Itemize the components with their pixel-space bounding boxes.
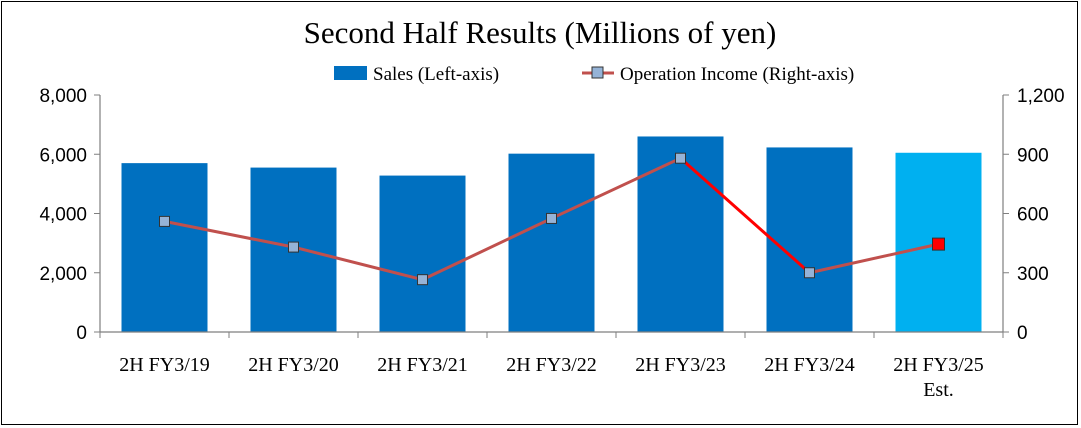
income-point — [417, 274, 428, 286]
legend-sales-swatch — [334, 66, 367, 80]
x-axis-tick-label: 2H FY3/24 — [764, 354, 855, 376]
left-axis-tick-label: 2,000 — [39, 264, 87, 285]
x-axis-tick-label: 2H FY3/21 — [377, 354, 468, 376]
income-point — [159, 215, 170, 227]
right-axis-tick-label: 1,200 — [1017, 86, 1065, 107]
left-axis-tick-label: 4,000 — [39, 205, 87, 226]
right-axis-tick-label: 600 — [1017, 205, 1049, 226]
x-axis-tick-label: 2H FY3/19 — [119, 354, 210, 376]
sales-bar — [637, 136, 724, 332]
income-line-segment — [550, 156, 682, 220]
x-axis-tick-label: 2H FY3/23 — [635, 354, 726, 376]
right-axis-tick-label: 900 — [1017, 145, 1049, 166]
sales-bar — [379, 175, 466, 332]
x-axis-tick-label: Est. — [923, 379, 954, 401]
legend-income-label: Operation Income (Right-axis) — [620, 64, 854, 85]
sales-bar — [766, 147, 853, 332]
income-line-segment — [163, 219, 295, 249]
left-axis-tick-label: 8,000 — [39, 86, 87, 107]
chart-title: Second Half Results (Millions of yen) — [304, 15, 777, 50]
income-point — [804, 267, 815, 279]
income-line-segment — [808, 242, 940, 275]
x-axis-tick-label: 2H FY3/22 — [506, 354, 597, 376]
income-line-segment — [679, 156, 811, 275]
right-axis-tick-label: 0 — [1017, 323, 1028, 344]
sales-bar — [121, 163, 208, 332]
income-line-segment — [292, 245, 424, 282]
legend-income-marker — [591, 66, 604, 79]
sales-bar — [508, 153, 595, 332]
x-axis-tick-label: 2H FY3/25 — [893, 354, 984, 376]
x-axis-tick-label: 2H FY3/20 — [248, 354, 339, 376]
left-axis-tick-label: 6,000 — [39, 145, 87, 166]
income-point — [675, 152, 686, 164]
left-axis-tick-label: 0 — [76, 323, 87, 344]
income-point — [546, 212, 557, 224]
right-axis-tick-label: 300 — [1017, 264, 1049, 285]
income-point — [288, 241, 299, 253]
income-point — [932, 237, 945, 251]
legend-sales-label: Sales (Left-axis) — [373, 64, 499, 85]
income-line-segment — [421, 216, 553, 282]
